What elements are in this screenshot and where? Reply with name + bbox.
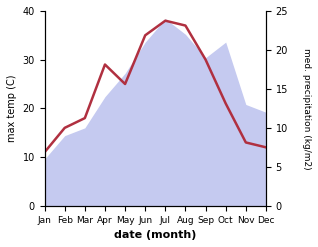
X-axis label: date (month): date (month) — [114, 230, 197, 240]
Y-axis label: med. precipitation (kg/m2): med. precipitation (kg/m2) — [302, 48, 311, 169]
Y-axis label: max temp (C): max temp (C) — [7, 75, 17, 142]
